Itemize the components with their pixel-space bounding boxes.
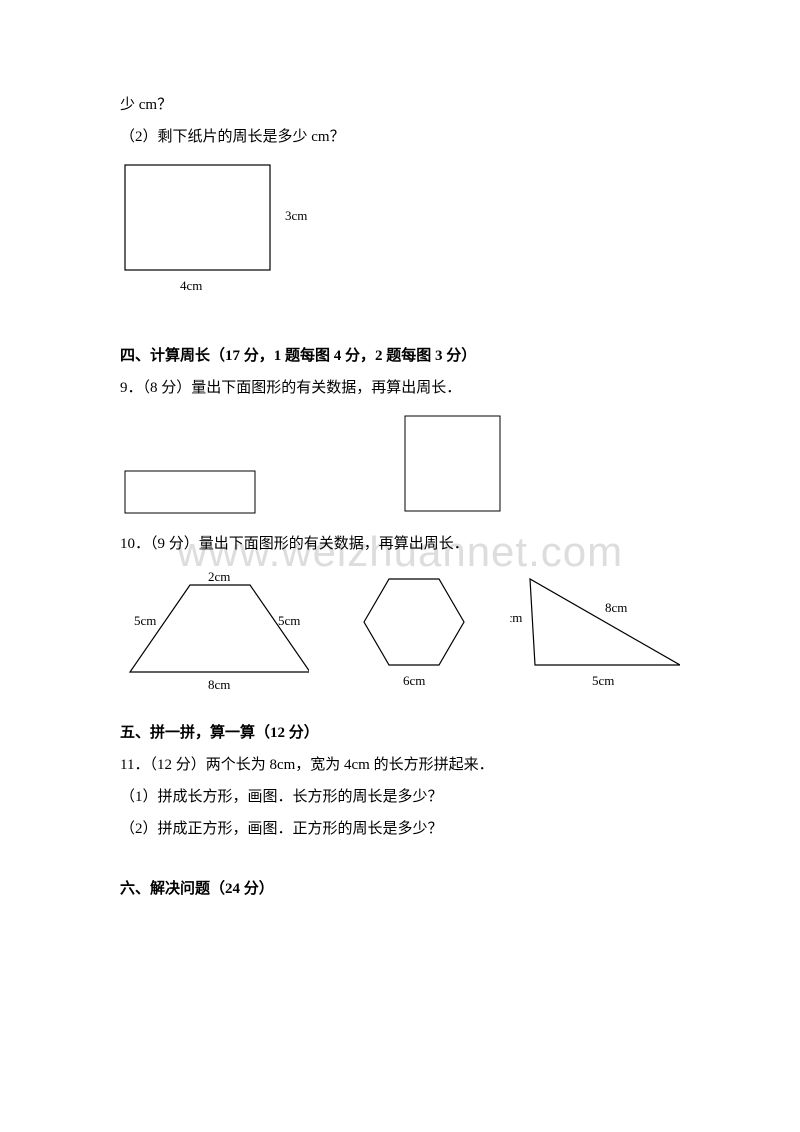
figure-q10: 2cm 5cm 5cm 8cm 6cm 4cm 8cm 5cm <box>120 567 680 692</box>
label: 8cm <box>208 677 230 692</box>
label: 8cm <box>605 600 627 615</box>
question-11-2: （2）拼成正方形，画图．正方形的周长是多少？ <box>120 814 680 844</box>
label: 5cm <box>134 613 156 628</box>
figure-rect-labeled: 3cm 4cm <box>120 160 680 321</box>
section-4-title: 四、计算周长（17 分，1 题每图 4 分，2 题每图 3 分） <box>120 341 680 371</box>
label: 6cm <box>403 673 425 688</box>
question-9: 9．（8 分）量出下面图形的有关数据，再算出周长． <box>120 373 680 403</box>
text-line: （2）剩下纸片的周长是多少 cm？ <box>120 122 680 152</box>
label: 5cm <box>592 673 614 688</box>
label-4cm: 4cm <box>180 278 202 293</box>
question-11-1: （1）拼成长方形，画图．长方形的周长是多少？ <box>120 782 680 812</box>
question-10: 10．（9 分）量出下面图形的有关数据，再算出周长． <box>120 529 680 559</box>
section-5-title: 五、拼一拼，算一算（12 分） <box>120 718 680 748</box>
section-6-title: 六、解决问题（24 分） <box>120 874 680 904</box>
document-content: 少 cm？ （2）剩下纸片的周长是多少 cm？ 3cm 4cm 四、计算周长（1… <box>120 90 680 904</box>
figure-q9 <box>120 411 680 521</box>
label: 5cm <box>278 613 300 628</box>
label: 2cm <box>208 569 230 584</box>
label: 4cm <box>510 610 522 625</box>
label-3cm: 3cm <box>285 208 307 223</box>
text-line: 少 cm？ <box>120 90 680 120</box>
question-11: 11．（12 分）两个长为 8cm，宽为 4cm 的长方形拼起来． <box>120 750 680 780</box>
